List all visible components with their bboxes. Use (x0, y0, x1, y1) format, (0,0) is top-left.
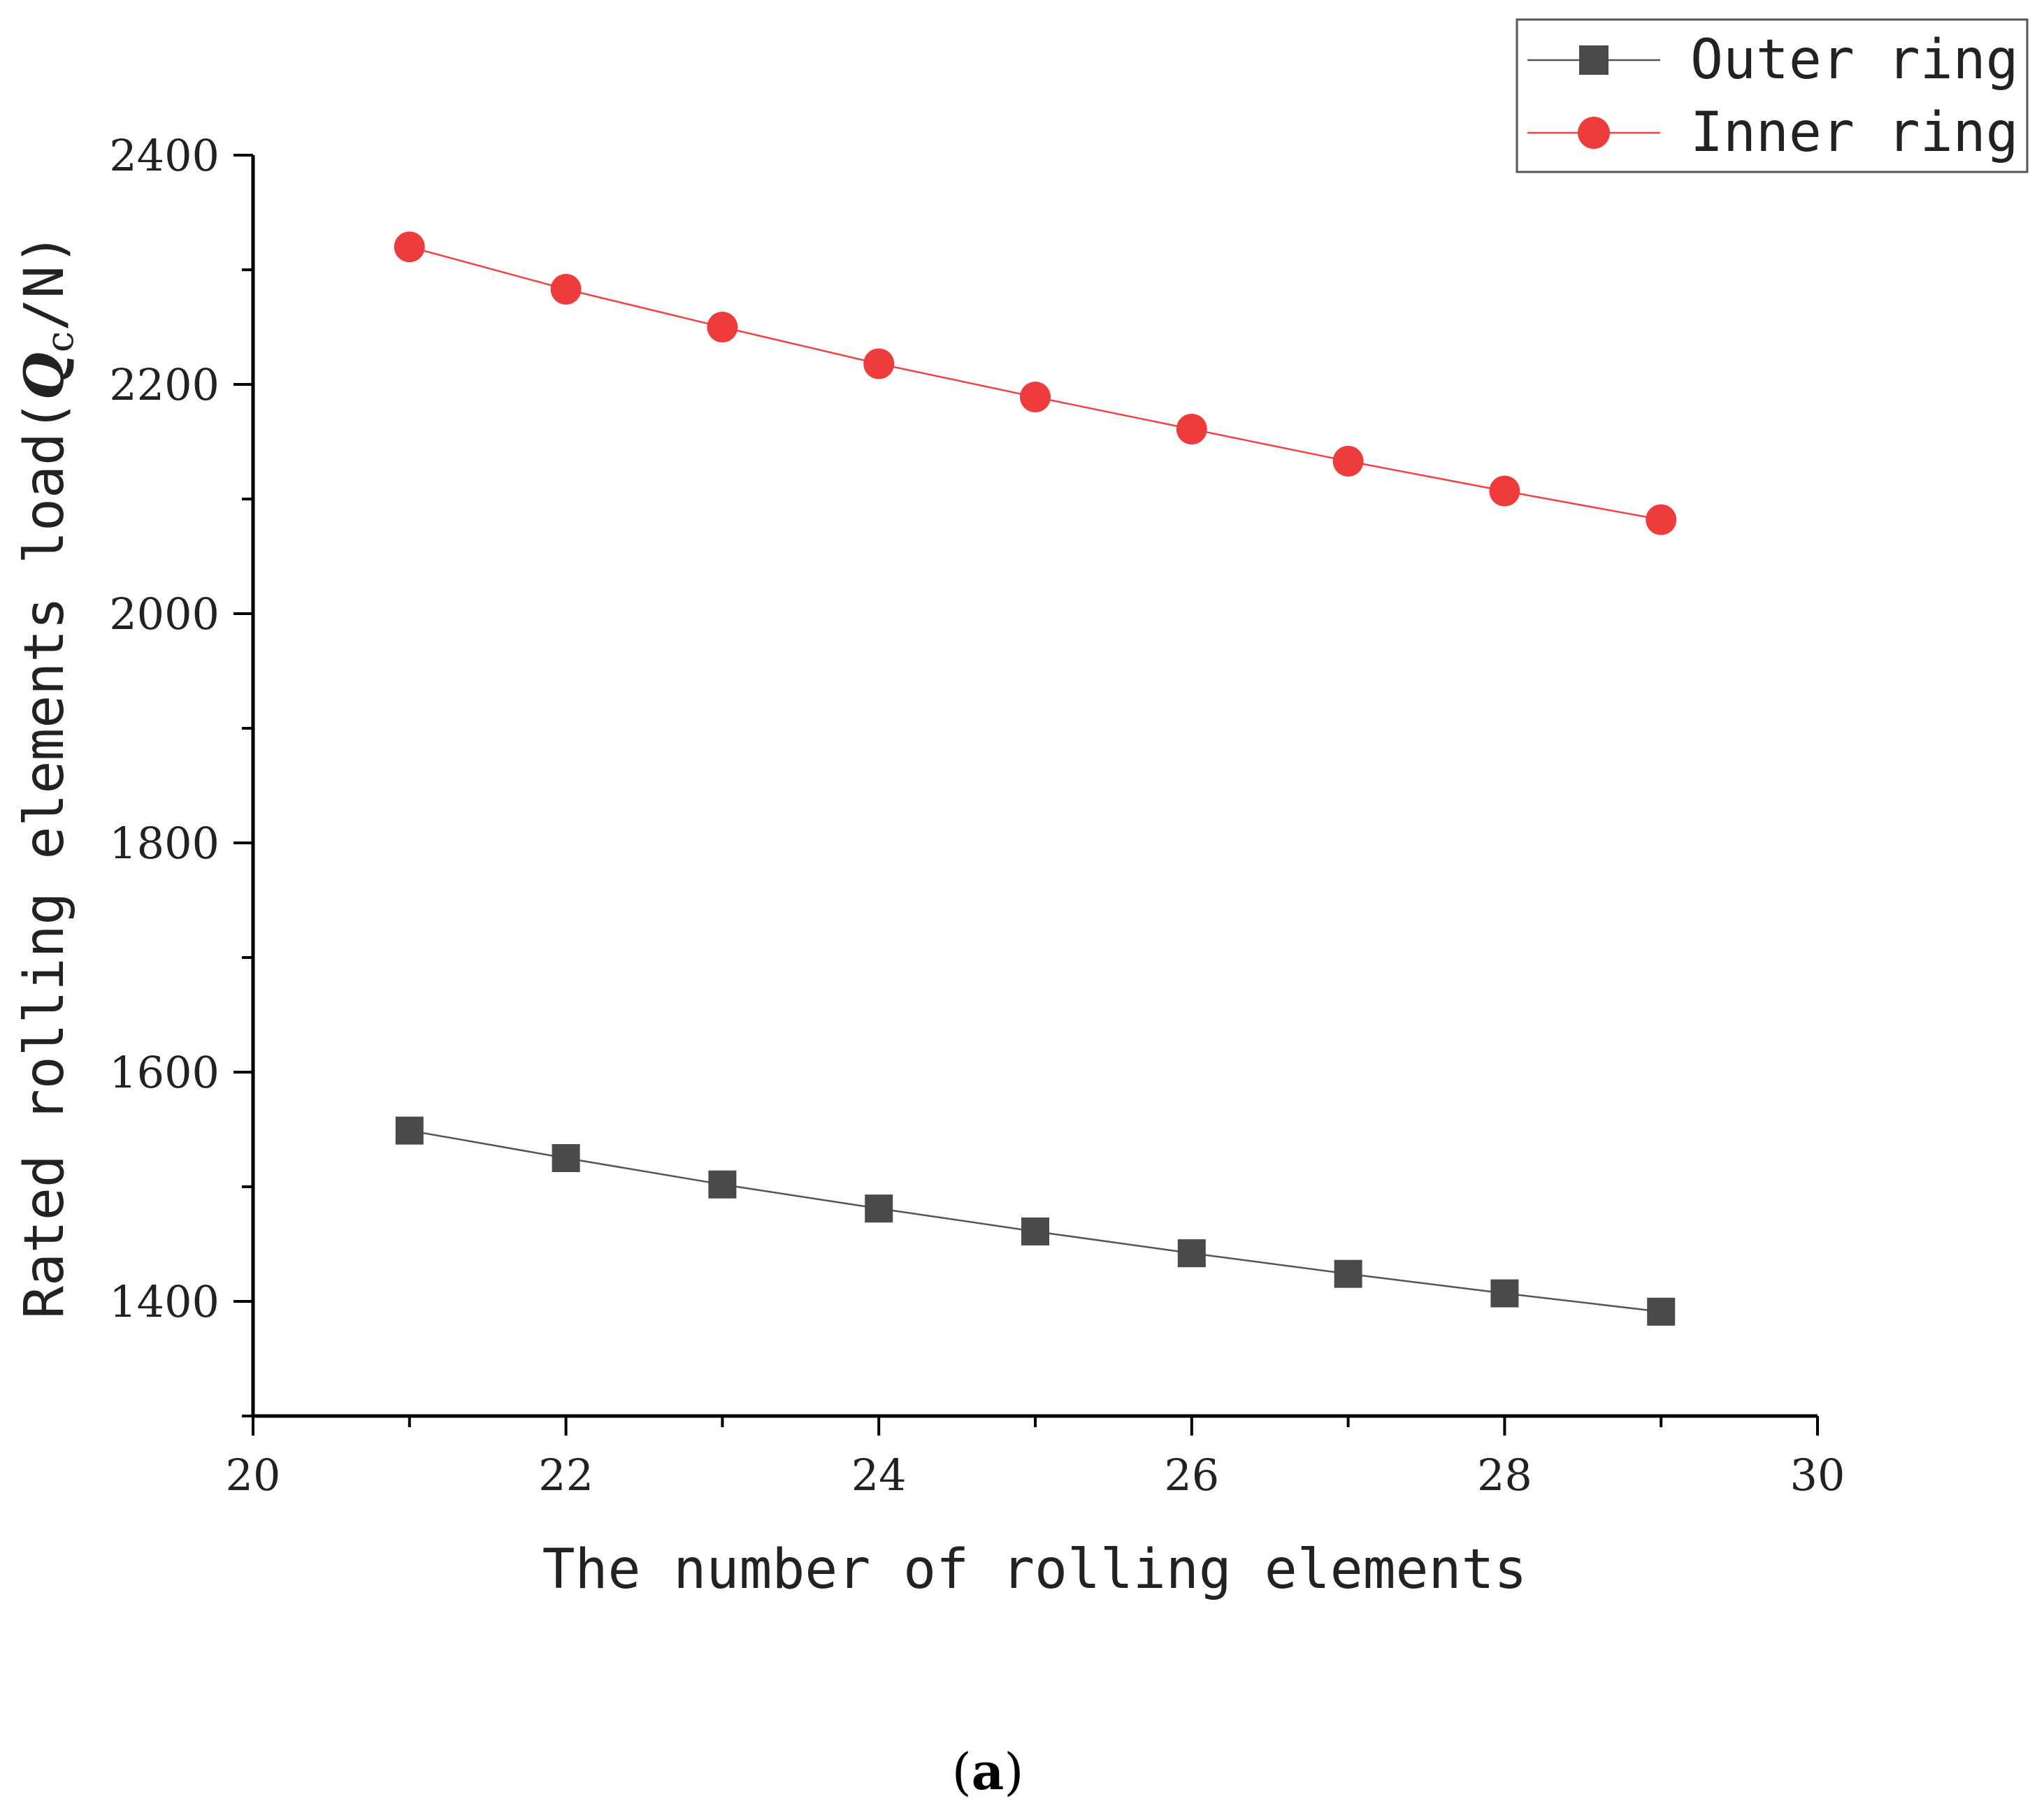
data-point-outer-ring (1021, 1217, 1049, 1245)
data-point-outer-ring (552, 1144, 580, 1172)
data-point-inner-ring (394, 231, 425, 263)
data-point-outer-ring (395, 1116, 424, 1145)
y-tick-label: 1800 (109, 818, 219, 869)
data-point-inner-ring (707, 312, 738, 342)
series-outer-ring (395, 1116, 1676, 1326)
subfigure-caption: (a) (952, 1742, 1024, 1801)
series-inner-ring (394, 231, 1677, 535)
data-point-inner-ring (1489, 475, 1520, 507)
x-tick-label: 20 (226, 1450, 281, 1501)
y-tick-label: 1600 (109, 1047, 219, 1098)
series-layer (394, 231, 1677, 1326)
legend-outer-ring-marker (1579, 45, 1608, 75)
caption-letter: a (972, 1742, 1005, 1801)
caption-open: ( (952, 1742, 972, 1801)
data-point-outer-ring (1647, 1297, 1676, 1326)
x-tick-label: 26 (1164, 1450, 1219, 1501)
x-tick-label: 24 (851, 1450, 907, 1501)
x-axis-ticks: 20 22 24 26 28 30 (226, 1416, 1845, 1501)
y-tick-label: 1400 (109, 1276, 219, 1327)
y-tick-label: 2200 (109, 359, 219, 410)
x-tick-label: 30 (1790, 1450, 1845, 1501)
caption-close: ) (1004, 1742, 1023, 1801)
legend-inner-ring-marker (1578, 117, 1610, 149)
x-tick-label: 22 (538, 1450, 593, 1501)
y-axis-title-prefix: Rated rolling elements load( (13, 400, 76, 1319)
y-tick-label: 2000 (109, 588, 219, 640)
data-point-inner-ring (1176, 413, 1207, 445)
legend-inner-ring-label: Inner ring (1690, 101, 2019, 164)
data-point-inner-ring (863, 348, 895, 380)
y-tick-label: 2400 (109, 130, 219, 181)
x-axis-title: The number of rolling elements (542, 1538, 1527, 1601)
y-axis-title-subscript: c (38, 331, 82, 352)
data-point-inner-ring (1646, 504, 1677, 535)
data-point-outer-ring (1490, 1279, 1519, 1308)
legend: Outer ring Inner ring (1516, 18, 2029, 173)
data-point-outer-ring (708, 1170, 737, 1199)
legend-box (1516, 18, 2029, 173)
x-tick-label: 28 (1477, 1450, 1532, 1501)
data-point-inner-ring (1332, 445, 1364, 477)
data-point-inner-ring (550, 273, 582, 305)
y-axis-title-suffix: /N) (13, 233, 76, 331)
y-axis-title: Rated rolling elements load(Qc/N) (13, 233, 82, 1319)
data-point-inner-ring (1020, 382, 1051, 413)
legend-outer-ring-label: Outer ring (1690, 29, 2019, 92)
data-point-outer-ring (865, 1194, 893, 1223)
y-axis-title-symbol: Q (13, 352, 76, 400)
y-axis-ticks: 1400 1600 1800 2000 2200 2400 (109, 130, 253, 1417)
data-point-outer-ring (1177, 1239, 1206, 1268)
data-point-outer-ring (1334, 1259, 1362, 1288)
